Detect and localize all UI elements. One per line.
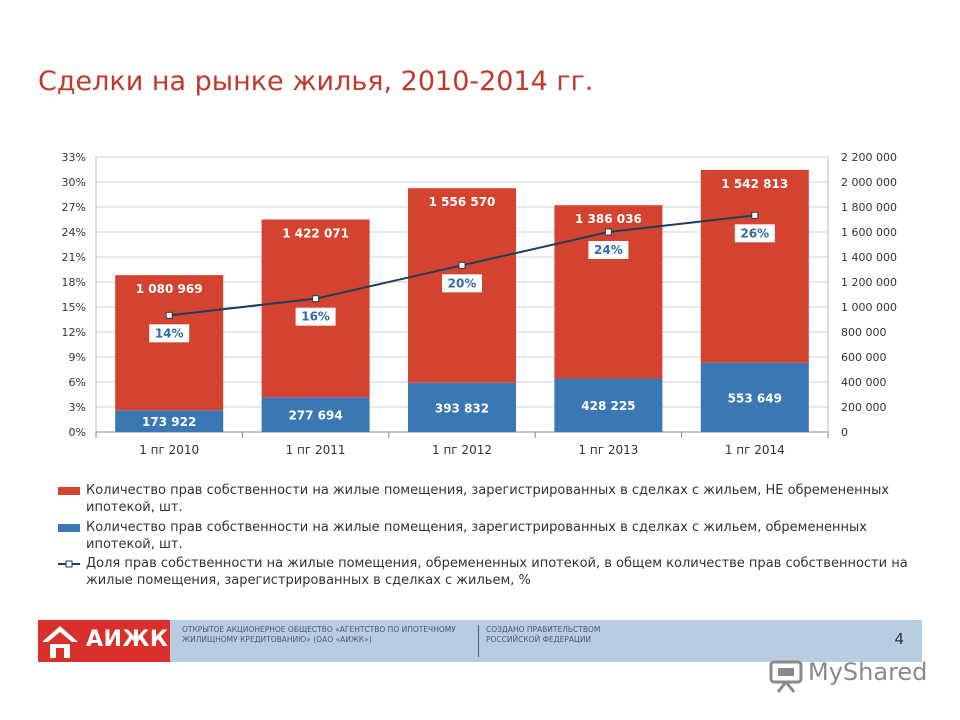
left-tick-label: 12% (62, 326, 86, 339)
share-label-bg (734, 224, 775, 243)
share-point (604, 228, 612, 236)
right-tick-label: 1 600 000 (841, 226, 897, 239)
share-label: 26% (740, 226, 769, 240)
category-label: 1 пг 2010 (139, 443, 199, 457)
right-tick-label: 1 200 000 (841, 276, 897, 289)
left-tick-label: 18% (62, 276, 86, 289)
right-tick-label: 1 000 000 (841, 301, 897, 314)
category-label: 1 пг 2014 (725, 443, 785, 457)
legend-swatch-blue (58, 524, 80, 532)
share-point (165, 311, 173, 319)
page-title: Сделки на рынке жилья, 2010-2014 гг. (38, 66, 594, 97)
right-tick-label: 400 000 (841, 376, 887, 389)
bar-mortgaged (115, 410, 224, 432)
left-tick-label: 33% (62, 151, 86, 164)
share-label-bg (588, 241, 629, 259)
share-label: 14% (155, 326, 184, 340)
share-label: 24% (594, 243, 623, 257)
footer-bar: АИЖК ОТКРЫТОЕ АКЦИОНЕРНОЕ ОБЩЕСТВО «АГЕН… (38, 620, 922, 662)
share-point (312, 295, 320, 303)
data-label-not-mortgaged: 1 542 813 (721, 177, 788, 191)
footer-divider (478, 625, 479, 657)
right-tick-label: 800 000 (841, 326, 887, 339)
legend-line-marker-icon (58, 560, 80, 568)
right-tick-label: 1 800 000 (841, 201, 897, 214)
legend-label: Доля прав собственности на жилые помещен… (86, 556, 908, 588)
right-tick-label: 0 (841, 426, 848, 439)
left-tick-label: 15% (62, 301, 86, 314)
data-label-mortgaged: 173 922 (142, 415, 196, 429)
aizhk-logo: АИЖК (38, 620, 170, 662)
share-label-bg (295, 307, 336, 326)
watermark: MyShared (768, 656, 928, 696)
share-label: 20% (448, 276, 477, 290)
created-by: СОЗДАНО ПРАВИТЕЛЬСТВОМ РОССИЙСКОЙ ФЕДЕРА… (486, 625, 601, 644)
data-label-mortgaged: 277 694 (288, 409, 342, 423)
watermark-text: MyShared (808, 658, 928, 686)
share-label: 16% (301, 310, 330, 324)
stacked-bar-line-chart: 0% 0 3% 200 000 6% 400 000 9% 600 000 12% 800 000… (62, 151, 897, 457)
left-tick-label: 9% (69, 351, 86, 364)
legend-label: Количество прав собственности на жилые п… (86, 483, 890, 515)
share-point (458, 261, 466, 269)
bar-not-mortgaged (700, 169, 809, 363)
left-tick-label: 0% (69, 426, 86, 439)
right-tick-label: 1 400 000 (841, 251, 897, 264)
left-tick-label: 24% (62, 226, 86, 239)
right-tick-label: 600 000 (841, 351, 887, 364)
share-point (751, 211, 759, 219)
bar-mortgaged (408, 382, 516, 432)
category-label: 1 пг 2011 (286, 443, 346, 457)
data-label-not-mortgaged: 1 556 570 (429, 195, 496, 209)
data-label-mortgaged: 553 649 (728, 391, 782, 405)
bar-mortgaged (261, 397, 370, 432)
legend-swatch-red (58, 487, 80, 495)
share-label-bg (149, 324, 190, 343)
data-label-not-mortgaged: 1 386 036 (575, 212, 642, 226)
data-label-mortgaged: 393 832 (435, 401, 489, 415)
left-tick-label: 6% (69, 376, 86, 389)
bar-not-mortgaged (115, 275, 224, 411)
data-label-mortgaged: 428 225 (581, 399, 635, 413)
org-name: ОТКРЫТОЕ АКЦИОНЕРНОЕ ОБЩЕСТВО «АГЕНТСТВО… (182, 625, 456, 644)
data-label-not-mortgaged: 1 422 071 (282, 227, 349, 241)
presentation-icon (769, 660, 803, 693)
bar-mortgaged (700, 362, 809, 432)
left-tick-label: 30% (62, 176, 86, 189)
left-tick-label: 27% (62, 201, 86, 214)
data-label-not-mortgaged: 1 080 969 (136, 282, 203, 296)
right-tick-label: 2 000 000 (841, 176, 897, 189)
page-number: 4 (894, 630, 904, 648)
right-tick-label: 2 200 000 (841, 151, 897, 164)
left-tick-label: 21% (62, 251, 86, 264)
right-tick-label: 200 000 (841, 401, 887, 414)
logo-text: АИЖК (86, 627, 169, 652)
bar-mortgaged (554, 378, 663, 432)
left-tick-label: 3% (69, 401, 86, 414)
legend-label: Количество прав собственности на жилые п… (86, 520, 867, 552)
share-label-bg (442, 274, 482, 293)
category-label: 1 пг 2013 (578, 443, 638, 457)
category-label: 1 пг 2012 (432, 443, 492, 457)
house-logo-icon (38, 620, 170, 662)
